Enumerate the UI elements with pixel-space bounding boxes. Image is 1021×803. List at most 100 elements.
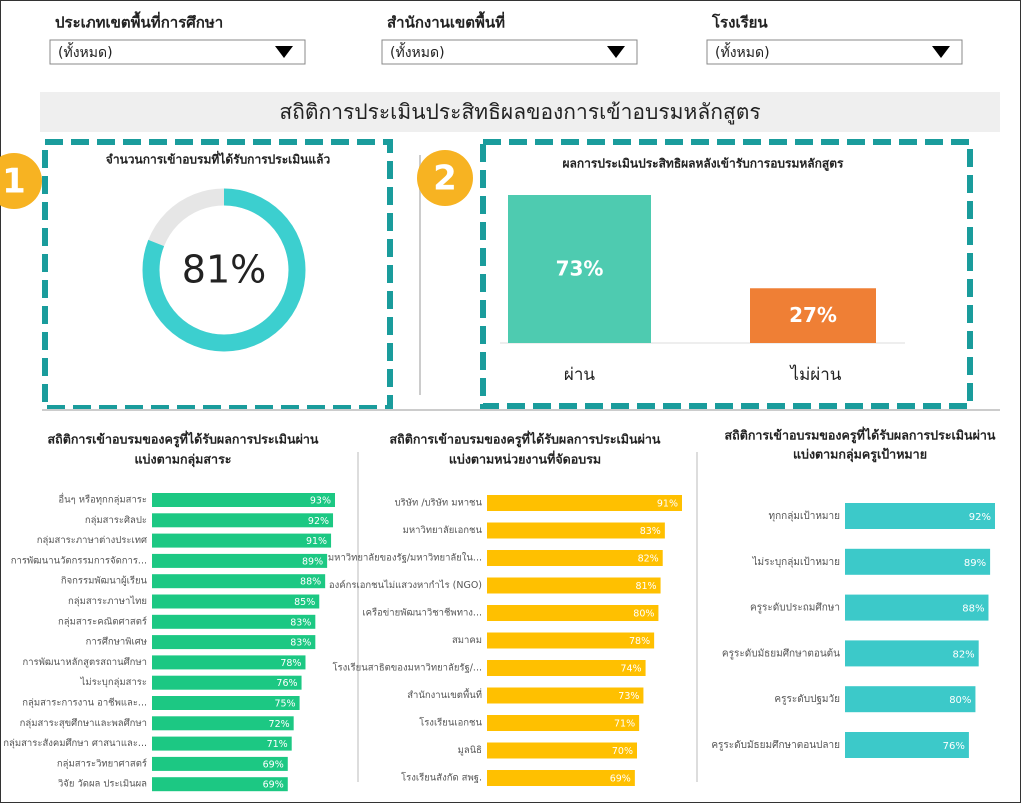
bar: [152, 513, 334, 528]
bar-value-label: 81%: [635, 581, 656, 592]
bar: [845, 686, 976, 713]
donut-arc: [142, 188, 306, 352]
bar: [487, 522, 665, 539]
bar: [152, 493, 335, 507]
bar: [152, 574, 326, 589]
chart-subtitle: แบ่งตามกลุ่มสาระ: [134, 452, 231, 468]
category-label: ทุกกลุ่มเป้าหมาย: [769, 510, 840, 522]
bar-value-label: 69%: [610, 774, 631, 785]
bar-value-label: 78%: [280, 658, 301, 669]
bar: [152, 553, 328, 568]
category-label: สมาคม: [452, 635, 482, 646]
bar: [152, 696, 300, 710]
bar-value-label: 69%: [263, 759, 284, 770]
chart-title: สถิติการเข้าอบรมของครูที่ได้รับผลการประเ…: [725, 427, 996, 444]
badge: [0, 153, 42, 209]
badge-label: 1: [2, 162, 26, 202]
bar-value-label: 27%: [789, 303, 837, 327]
chart-subtitle: แบ่งตามหน่วยงานที่จัดอบรม: [449, 451, 601, 467]
bar-value-label: 78%: [629, 636, 650, 647]
dropdown-arrow: [932, 46, 950, 58]
bar-value-label: 91%: [657, 499, 678, 510]
category-label: กลุ่มสาระการงาน อาชีพและ...: [22, 697, 147, 709]
category-label: วิจัย วัดผล ประเมินผล: [57, 779, 147, 790]
category-label: มหาวิทยาลัยเอกชน: [403, 525, 483, 536]
bar-value-label: 83%: [290, 617, 311, 628]
bar: [487, 495, 682, 511]
category-label: อื่นๆ หรือทุกกลุ่มสาระ: [58, 493, 147, 506]
chart-title: สถิติการเข้าอบรมของครูที่ได้รับผลการประเ…: [390, 431, 661, 448]
bar-value-label: 76%: [943, 741, 965, 752]
badge: [417, 150, 473, 206]
dropdown[interactable]: [706, 39, 963, 65]
filter-label: โรงเรียน: [711, 13, 768, 32]
bar-value-label: 92%: [308, 516, 329, 527]
bar: [152, 594, 320, 609]
bar: [152, 756, 288, 771]
bar-value-label: 76%: [276, 678, 297, 689]
dropdown[interactable]: [381, 39, 638, 65]
category-label: ไม่ระบุกลุ่มสาระ: [80, 676, 147, 688]
category-label: โรงเรียนสังกัด สพฐ.: [401, 772, 482, 784]
category-label: สำนักงานเขตพื้นที่: [407, 688, 482, 701]
bar: [152, 635, 316, 650]
category-label: ครูระดับปฐมวัย: [774, 694, 840, 705]
badge-label: 2: [433, 159, 457, 199]
x-tick-label: ไม่ผ่าน: [789, 364, 842, 385]
bar: [750, 288, 876, 343]
category-label: กลุ่มสาระสุขศึกษาและพลศึกษา: [20, 718, 147, 729]
bar-value-label: 71%: [267, 739, 288, 750]
bar-value-label: 72%: [269, 719, 290, 730]
bar: [845, 732, 969, 758]
category-label: การพัฒนานวัตกรรมการจัดการ...: [11, 555, 147, 566]
bar-value-label: 75%: [274, 699, 295, 710]
bar: [508, 195, 651, 343]
category-label: โรงเรียนสาธิตของมหาวิทยาลัยรัฐ/...: [332, 662, 482, 674]
bar-value-label: 91%: [306, 536, 327, 547]
bar-value-label: 89%: [964, 558, 986, 569]
bar-value-label: 83%: [290, 638, 311, 649]
dropdown-value: (ทั้งหมด): [390, 42, 445, 61]
chart-title: ผลการประเมินประสิทธิผลหลังเข้ารับการอบรม…: [563, 157, 845, 172]
bar-value-label: 89%: [302, 556, 323, 567]
bar-value-label: 82%: [952, 649, 974, 660]
bar: [487, 742, 637, 759]
category-label: ครูระดับมัธยมศึกษาตอนต้น: [722, 647, 840, 659]
bar: [152, 736, 292, 751]
bar-value-label: 80%: [633, 609, 654, 620]
dropdown-value: (ทั้งหมด): [715, 42, 770, 61]
bar-value-label: 88%: [300, 577, 321, 588]
chart-title: จำนวนการเข้าอบรมที่ได้รับการประเมินแล้ว: [106, 151, 331, 167]
category-label: กลุ่มสาระวิทยาศาสตร์: [57, 757, 147, 769]
bar: [152, 675, 302, 690]
category-label: องค์กรเอกชนไม่แสวงหากำไร (NGO): [329, 579, 482, 591]
bar: [152, 614, 316, 629]
category-label: มูลนิธิ: [458, 745, 482, 756]
bar: [152, 655, 306, 670]
dropdown[interactable]: [49, 39, 306, 65]
category-label: การพัฒนาหลักสูตรสถานศึกษา: [22, 657, 147, 668]
category-label: มหาวิทยาลัยของรัฐ/มหาวิทยาลัยใน...: [328, 552, 482, 564]
bar-value-label: 73%: [556, 257, 604, 281]
category-label: กลุ่มสาระภาษาไทย: [68, 595, 147, 607]
bar-value-label: 69%: [263, 780, 284, 791]
category-label: กลุ่มสาระสังคมศึกษา ศาสนาและ...: [3, 738, 147, 749]
chart-subtitle: แบ่งตามกลุ่มครูเป้าหมาย: [793, 447, 927, 463]
chart-title: สถิติการเข้าอบรมของครูที่ได้รับผลการประเ…: [48, 431, 319, 448]
category-label: กลุ่มสาระคณิตศาสตร์: [58, 615, 147, 627]
category-label: ไม่ระบุกลุ่มเป้าหมาย: [751, 556, 840, 568]
category-label: ครูระดับมัธยมศึกษาตอนปลาย: [711, 739, 840, 751]
bar: [487, 577, 661, 594]
category-label: ครูระดับประถมศึกษา: [750, 602, 840, 614]
bar: [152, 777, 288, 792]
dropdown-value: (ทั้งหมด): [58, 42, 113, 61]
bar: [487, 770, 635, 786]
x-tick-label: ผ่าน: [564, 365, 596, 385]
bar-value-label: 71%: [614, 719, 635, 730]
category-label: บริษัท /บริษัท มหาชน: [395, 498, 483, 509]
bar-value-label: 82%: [638, 554, 659, 565]
dropdown-arrow: [607, 46, 625, 58]
bar-value-label: 85%: [294, 597, 315, 608]
bar: [487, 660, 646, 676]
filter-label: สำนักงานเขตพื้นที่: [387, 11, 505, 32]
